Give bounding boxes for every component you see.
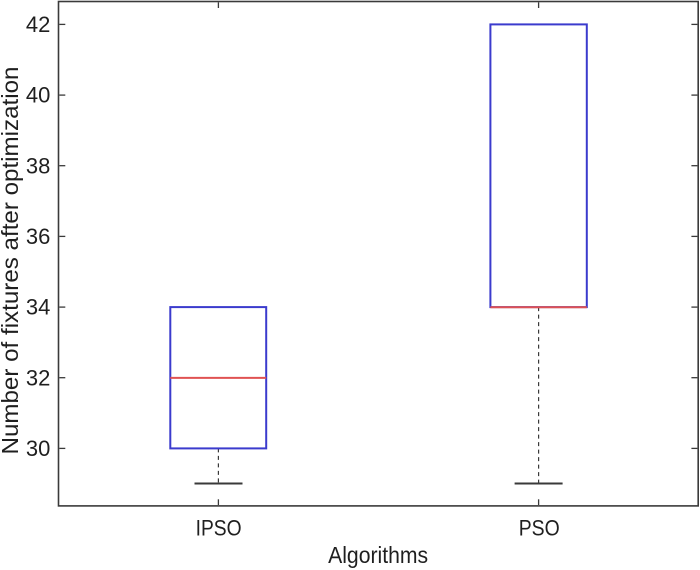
svg-text:40: 40 [26,83,50,108]
svg-text:IPSO: IPSO [196,515,242,540]
svg-text:30: 30 [26,436,50,461]
svg-text:PSO: PSO [519,515,560,540]
svg-text:42: 42 [26,12,50,37]
svg-text:38: 38 [26,153,50,178]
svg-text:36: 36 [26,224,50,249]
svg-text:Algorithms: Algorithms [328,542,428,568]
svg-text:32: 32 [26,365,50,390]
svg-text:34: 34 [26,295,50,320]
svg-text:Number of fixtures after optim: Number of fixtures after optimization [0,67,23,455]
